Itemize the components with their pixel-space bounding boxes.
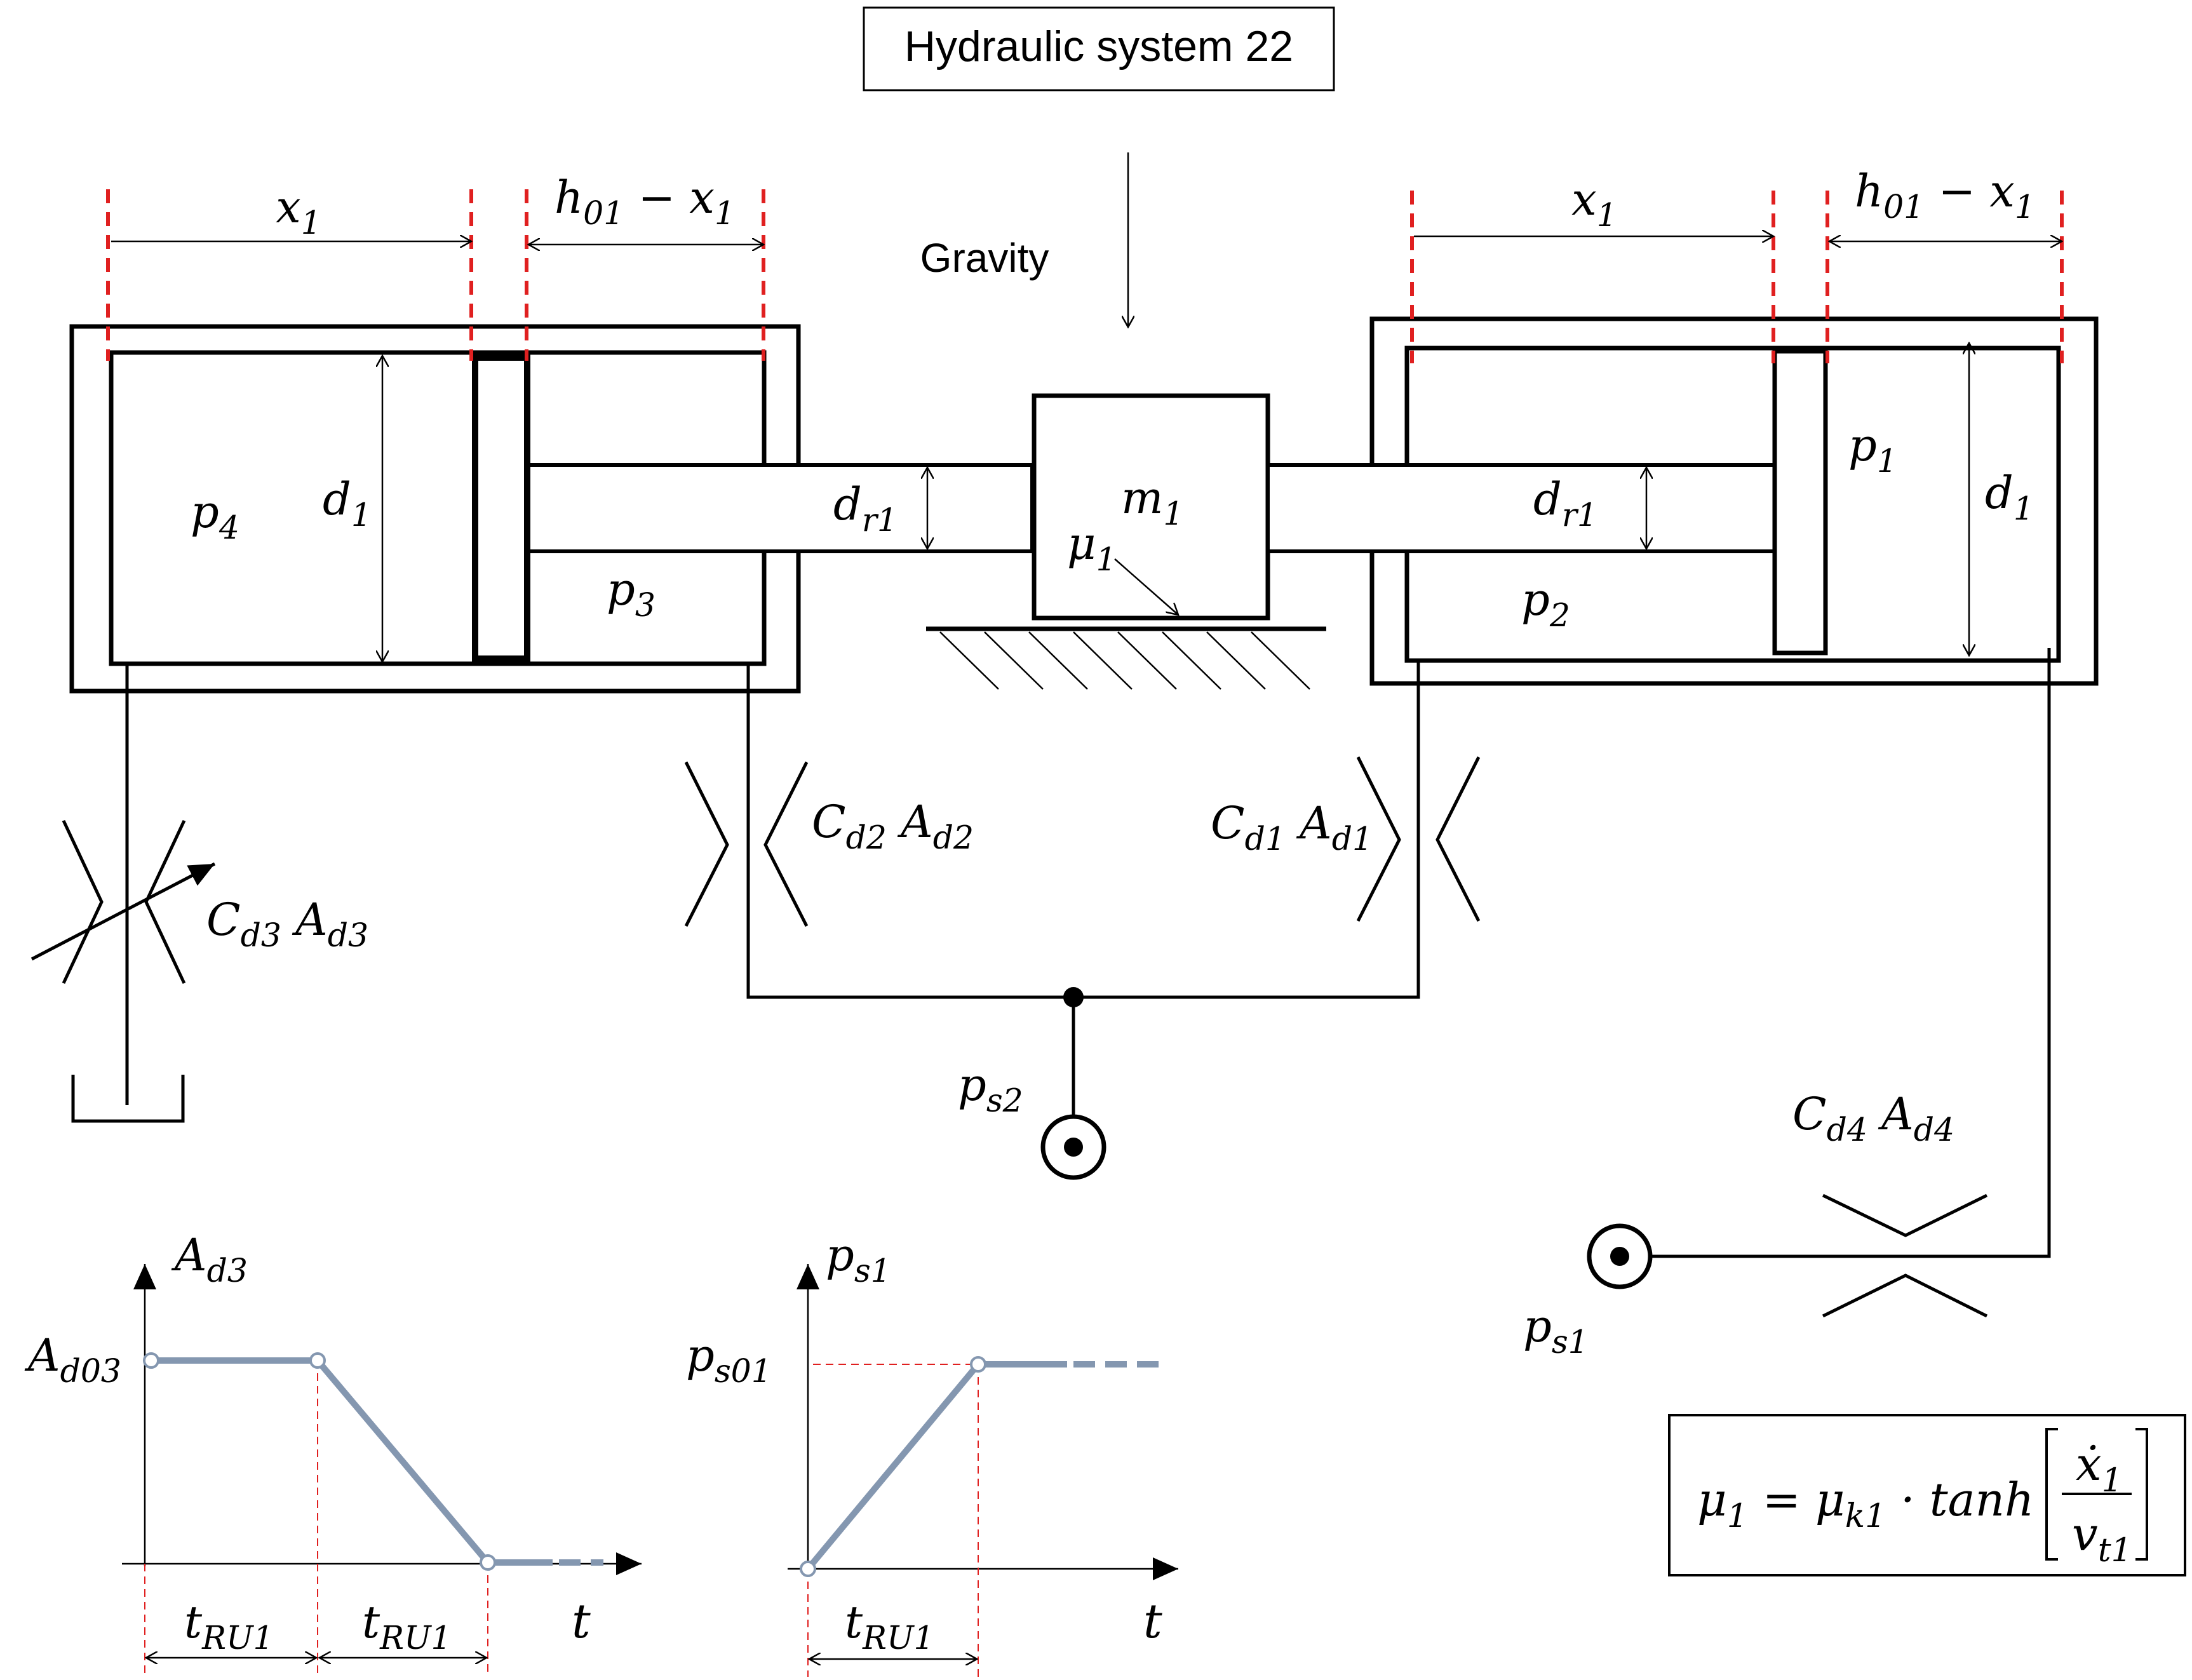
right-piston-rod [1266, 463, 1778, 553]
ad3-y-axis-label: Ad3 [171, 1229, 248, 1289]
ps1-interval1-label: tRU1 [845, 1596, 934, 1656]
ps1-x-axis-label: t [1143, 1594, 1162, 1649]
right-piston [1772, 349, 1828, 655]
ad03-value-label: Ad03 [24, 1329, 121, 1390]
ps1-label: ps1 [1523, 1300, 1589, 1361]
p3-label: p3 [607, 563, 656, 624]
mass-block: m1 μ1 [926, 393, 1326, 690]
gravity-label: Gravity [920, 235, 1049, 281]
ps1-source-icon [1587, 1223, 1653, 1289]
mu1-label: μ1 [1067, 518, 1117, 578]
orifice-d3-adjustable-icon [30, 819, 216, 984]
orifice-d1-label: Cd1 Ad1 [1211, 797, 1373, 857]
left-piston-rod [525, 463, 1034, 553]
ps2-source-icon [1040, 1114, 1106, 1180]
p1-label: p1 [1848, 419, 1897, 480]
ps1-y-axis-label: ps1 [826, 1229, 891, 1289]
formula-numerator: ẋ1 [2076, 1437, 2123, 1500]
left-cylinder: x1 h01 − x1 d1 dr1 p4 p3 [69, 171, 1034, 694]
ps01-value-label: ps01 [686, 1329, 772, 1390]
ad3-interval1-label: tRU1 [184, 1596, 274, 1656]
left-d1-label: d1 [323, 473, 372, 534]
title-box: Hydraulic system 22 [863, 6, 1335, 91]
gravity-indicator: Gravity [920, 152, 1128, 327]
orifice-d3-label: Cd3 Ad3 [206, 894, 368, 954]
formula-lhs: μ1 = μk1 · tanh [1697, 1473, 2034, 1535]
right-dr1-label: dr1 [1533, 473, 1597, 534]
title-text: Hydraulic system 22 [904, 22, 1293, 71]
left-h01-label: h01 − x1 [555, 171, 735, 232]
left-piston [472, 354, 530, 662]
left-x1-label: x1 [276, 181, 321, 241]
p2-label: p2 [1521, 574, 1570, 634]
friction-formula-box: μ1 = μk1 · tanh ẋ1 vt1 [1668, 1414, 2186, 1576]
orifice-d2-label: Cd2 Ad2 [812, 796, 974, 856]
ad3-curve [151, 1357, 553, 1566]
left-dr1-label: dr1 [833, 478, 898, 539]
junction-node [1063, 987, 1084, 1007]
tank-icon [71, 1075, 185, 1123]
orifice-d4-label: Cd4 Ad4 [1792, 1088, 1954, 1148]
p4-label: p4 [191, 486, 239, 546]
graph-ad3: Ad3 Ad03 t tRU1 tRU1 [24, 1229, 642, 1677]
orifice-d1-icon [1356, 756, 1481, 922]
ad3-interval2-label: tRU1 [362, 1596, 452, 1656]
ps2-label: ps2 [958, 1059, 1023, 1119]
right-x1-label: x1 [1571, 173, 1617, 234]
graph-ps1: ps1 ps01 t tRU1 [686, 1229, 1178, 1677]
orifice-d4-icon [1822, 1193, 1988, 1318]
ps1-curve [805, 1361, 1067, 1571]
right-d1-label: d1 [1985, 467, 2034, 527]
right-h01-label: h01 − x1 [1855, 165, 2035, 225]
orifice-d2-icon [684, 761, 809, 927]
ground-hatch [939, 631, 1310, 690]
formula-denominator: vt1 [2072, 1507, 2132, 1569]
right-cylinder: x1 h01 − x1 d1 dr1 p1 p2 [1266, 165, 2099, 686]
ad3-x-axis-label: t [572, 1594, 591, 1649]
m1-label: m1 [1121, 472, 1183, 532]
